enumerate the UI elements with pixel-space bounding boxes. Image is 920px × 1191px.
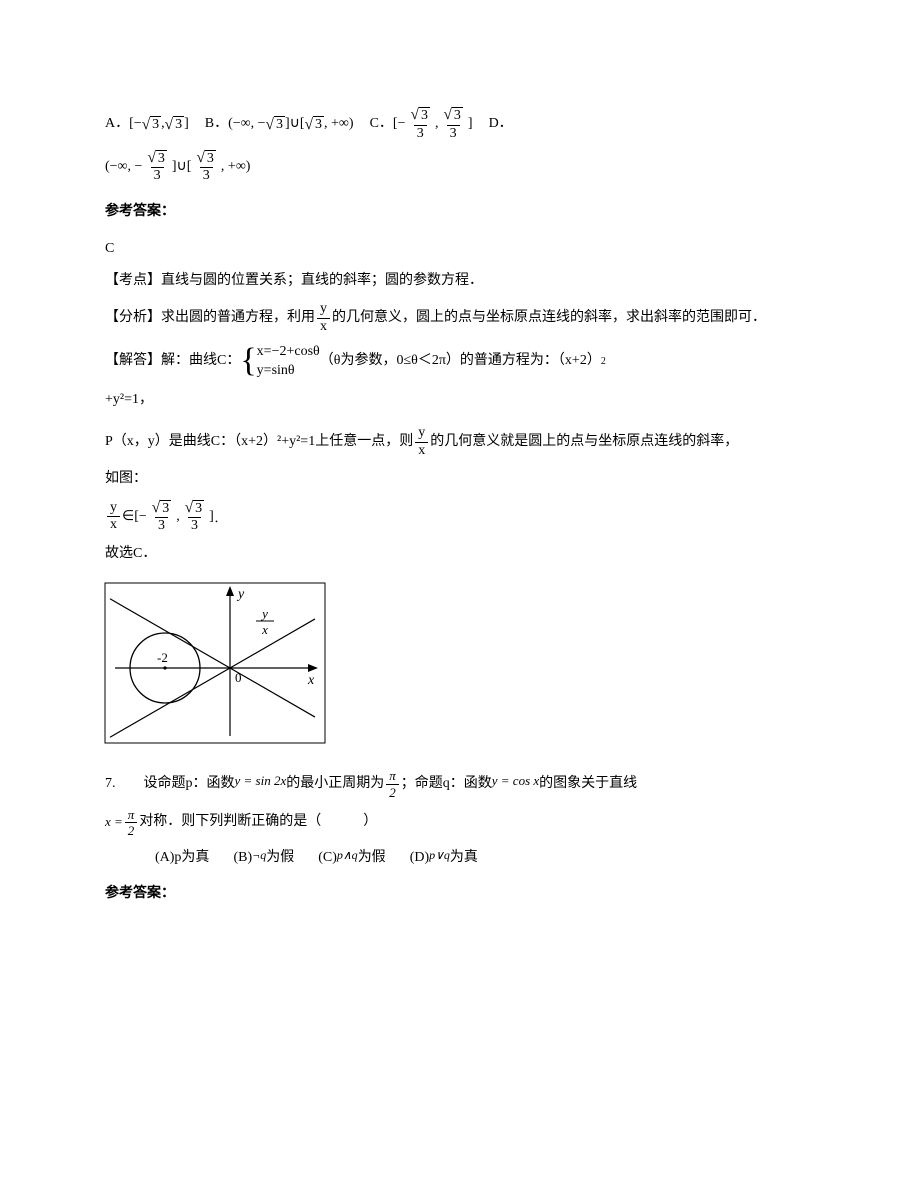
system-brace: { x=−2+cosθ y=sinθ	[240, 342, 319, 381]
options-row-2: (−∞, − 3 3 ]∪[ 3 3 , +∞)	[105, 149, 815, 186]
exam-point: 【考点】 直线与圆的位置关系；直线的斜率；圆的参数方程．	[105, 268, 815, 295]
q7-line1: 7. 设命题p：函数 y = sin 2x 的最小正周期为 π 2 ；命题q：函…	[105, 768, 815, 800]
option-a: A． [− 3 , 3 ]	[105, 110, 189, 139]
opt-b-label: B．	[205, 111, 228, 138]
answer-letter: C	[105, 236, 815, 263]
options-row-1: A． [− 3 , 3 ] B． (−∞, − 3 ]∪[ 3 , +∞) C．…	[105, 106, 815, 143]
opt-c-post: ]	[468, 111, 473, 138]
answer-heading-2: 参考答案：	[105, 881, 815, 908]
opt-a-pre: [−	[129, 111, 142, 138]
q7-fn1: y = sin 2x	[235, 769, 287, 794]
q7-halfpi-1: π 2	[386, 768, 399, 800]
range-pre: ∈[−	[122, 504, 147, 531]
q7-opt-c: (C) p∧q 为假	[318, 845, 385, 872]
analysis-post: 的几何意义，圆上的点与坐标原点连线的斜率，求出斜率的范围即可．	[332, 305, 766, 332]
as-shown: 如图：	[105, 466, 815, 493]
p-line-post: 的几何意义就是圆上的点与坐标原点连线的斜率，	[430, 429, 738, 456]
range-period: ．	[214, 509, 225, 530]
porq: p∨q	[429, 844, 450, 867]
option-b: B． (−∞, − 3 ]∪[ 3 , +∞)	[205, 110, 354, 139]
q7-l2-post: 对称．则下列判断正确的是（ ）	[139, 809, 377, 836]
solve-line: 【解答】 解：曲线C： { x=−2+cosθ y=sinθ （ θ 为参数，0…	[105, 342, 815, 381]
svg-text:y: y	[236, 587, 245, 602]
range-line: y x ∈[− 3 3 , 3 3 ] ．	[105, 499, 815, 536]
svg-text:0: 0	[235, 670, 242, 685]
sqrt-b2: 3	[305, 110, 324, 139]
opt-c-mid: ,	[435, 111, 439, 138]
brace-icon: {	[240, 344, 256, 378]
frac-d1: 3 3	[144, 149, 169, 186]
frac-c1: 3 3	[407, 106, 432, 143]
opt-d-pre: (−∞, −	[105, 154, 142, 181]
solve-pre: 解：曲线C：	[161, 348, 240, 375]
opt-a-post: ]	[184, 111, 189, 138]
opt-c-pre: [−	[393, 111, 406, 138]
svg-text:-2: -2	[157, 650, 168, 665]
analysis-pre: 求出圆的普通方程，利用	[161, 305, 315, 332]
q7-line2: x = π 2 对称．则下列判断正确的是（ ）	[105, 807, 815, 839]
option-d-label: D．	[489, 111, 513, 138]
svg-text:x: x	[307, 673, 315, 688]
answer-heading: 参考答案：	[105, 199, 815, 226]
q7-l2-pre: x =	[105, 810, 123, 835]
frac-yx-3: y x	[107, 500, 120, 535]
q7-pre: 设命题p：函数	[144, 771, 235, 798]
brace-l2: y=sin	[257, 363, 288, 378]
opt-d-mid: ]∪[	[172, 154, 192, 181]
q7-mid3: 的图象关于直线	[539, 771, 637, 798]
svg-text:x: x	[261, 622, 268, 637]
solve-mid1: （	[320, 348, 334, 375]
q7-halfpi-2: π 2	[125, 807, 138, 839]
theta-2: θ	[288, 363, 295, 378]
analysis-label: 【分析】	[105, 305, 161, 332]
sq-1: 2	[601, 352, 606, 371]
q7-num: 7.	[105, 771, 116, 798]
solve-mid2: 为参数，0≤θ＜2π）的普通方程为：（x+2）	[340, 348, 600, 375]
point-text: 直线与圆的位置关系；直线的斜率；圆的参数方程．	[161, 268, 483, 295]
range-mid: ,	[176, 504, 180, 531]
theta-1: θ	[313, 344, 320, 359]
q7-opt-b: (B) ¬q 为假	[233, 845, 294, 872]
opt-b-post: , +∞)	[324, 111, 354, 138]
p-line: P（x，y）是曲线C：（x+2）²+y²=1上任意一点，则 y x 的几何意义就…	[105, 425, 815, 460]
q7-fn2: y = cos x	[492, 769, 539, 794]
opt-b-mid: ]∪[	[285, 111, 305, 138]
opt-c-label: C．	[370, 111, 393, 138]
frac-yx-2: y x	[415, 425, 428, 460]
frac-d2: 3 3	[193, 149, 218, 186]
notq: ¬q	[252, 844, 266, 867]
opt-d-post: , +∞)	[221, 154, 251, 181]
frac-yx-1: y x	[317, 301, 330, 336]
opt-a-label: A．	[105, 111, 129, 138]
diagram-svg: yx0-2yx	[100, 578, 330, 748]
frac-c2: 3 3	[440, 106, 465, 143]
therefore: 故选C．	[105, 541, 815, 568]
q7-options: (A)p为真 (B) ¬q 为假 (C) p∧q 为假 (D) p∨q 为真	[155, 845, 815, 872]
frac-r1: 3 3	[149, 499, 174, 536]
analysis-line: 【分析】 求出圆的普通方程，利用 y x 的几何意义，圆上的点与坐标原点连线的斜…	[105, 301, 815, 336]
sqrt-b1: 3	[266, 110, 285, 139]
q7-mid1: 的最小正周期为	[286, 771, 384, 798]
svg-text:y: y	[260, 606, 268, 621]
option-c: C． [− 3 3 , 3 3 ]	[370, 106, 473, 143]
solve-label: 【解答】	[105, 348, 161, 375]
theta-3: θ	[334, 348, 341, 375]
brace-l1: x=−2+cos	[257, 344, 313, 359]
sqrt-a2: 3	[165, 110, 184, 139]
p-line-pre: P（x，y）是曲线C：（x+2）²+y²=1上任意一点，则	[105, 429, 413, 456]
q7-mid2: ；命题q：函数	[401, 771, 492, 798]
q7-opt-d: (D) p∨q 为真	[410, 845, 478, 872]
solve-line-2: +y²=1，	[105, 387, 815, 414]
point-label: 【考点】	[105, 268, 161, 295]
frac-r2: 3 3	[182, 499, 207, 536]
circle-slope-diagram: yx0-2yx	[100, 578, 815, 759]
opt-b-pre: (−∞, −	[228, 111, 265, 138]
sqrt-a1: 3	[142, 110, 161, 139]
pandq: p∧q	[337, 844, 358, 867]
q7-opt-a: (A)p为真	[155, 845, 209, 872]
